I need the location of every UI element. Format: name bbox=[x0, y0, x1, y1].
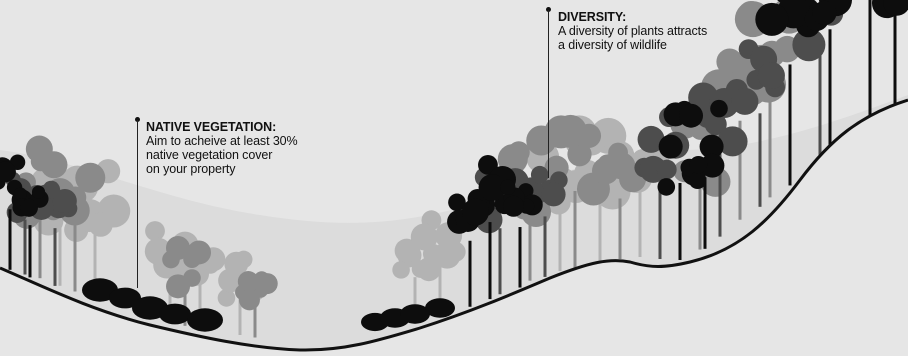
diversity-heading: DIVERSITY: bbox=[558, 10, 627, 24]
tree-icon bbox=[731, 39, 785, 207]
tree-icon bbox=[544, 114, 610, 268]
diversity-callout-leader bbox=[548, 10, 549, 178]
diversity-line-1: A diversity of plants attracts bbox=[558, 24, 708, 38]
tree-icon bbox=[804, 0, 853, 156]
shrub-layer bbox=[82, 278, 455, 332]
diversity-line-2: a diversity of wildlife bbox=[558, 38, 667, 52]
tree-icon bbox=[500, 179, 543, 288]
ground-fill bbox=[0, 100, 908, 356]
shrub-icon bbox=[132, 296, 168, 320]
tree-icon bbox=[392, 228, 441, 324]
shrub-icon bbox=[400, 304, 430, 324]
native-callout-leader bbox=[137, 120, 138, 288]
tree-icon bbox=[12, 185, 49, 278]
tree-icon bbox=[883, 0, 908, 108]
shrub-icon bbox=[187, 308, 223, 332]
shrub-icon bbox=[159, 303, 191, 325]
shrub-icon bbox=[109, 287, 141, 309]
tree-icon bbox=[679, 99, 728, 249]
shrub-icon bbox=[425, 298, 455, 318]
tree-icon bbox=[162, 235, 211, 326]
native-vegetation-line-1: Aim to acheive at least 30% bbox=[146, 134, 298, 148]
diversity-callout: DIVERSITY: A diversity of plants attract… bbox=[558, 10, 707, 52]
ground-line bbox=[0, 98, 908, 352]
tree-layer-black bbox=[0, 0, 908, 307]
diversity-callout-dot bbox=[546, 7, 551, 12]
native-vegetation-line-2: native vegetation cover bbox=[146, 148, 273, 162]
tree-icon bbox=[235, 271, 278, 338]
native-callout-dot bbox=[135, 117, 140, 122]
native-vegetation-callout: NATIVE VEGETATION: Aim to acheive at lea… bbox=[146, 120, 298, 176]
native-vegetation-heading: NATIVE VEGETATION: bbox=[146, 120, 277, 134]
tree-icon bbox=[410, 210, 466, 316]
shrub-icon bbox=[82, 278, 118, 302]
native-vegetation-line-3: on your property bbox=[146, 162, 236, 176]
